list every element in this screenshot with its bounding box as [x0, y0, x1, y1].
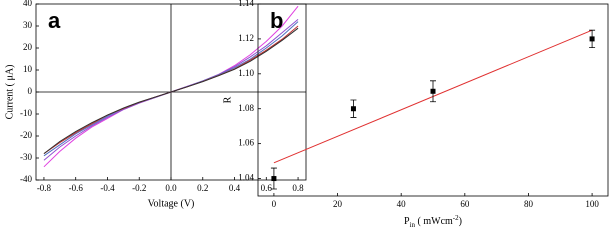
- x-tick-label: 0.8: [292, 183, 304, 193]
- panel-label: b: [270, 8, 283, 33]
- x-axis-title: Voltage (V): [148, 198, 195, 209]
- x-axis-title-part: -2: [453, 214, 459, 222]
- x-tick-label: -0.4: [100, 183, 115, 193]
- y-tick-label: 1.08: [238, 103, 254, 113]
- x-tick-label: 0.2: [197, 183, 208, 193]
- x-tick-label: 20: [333, 199, 343, 209]
- y-tick-label: -30: [20, 152, 32, 162]
- x-tick-label: 0.4: [229, 183, 241, 193]
- x-tick-label: -0.8: [37, 183, 52, 193]
- y-tick-label: 1.12: [238, 33, 254, 43]
- y-tick-label: 1.06: [238, 138, 254, 148]
- y-axis-title: R: [222, 96, 233, 103]
- plot-frame: [257, 3, 609, 197]
- panel-label: a: [48, 8, 61, 33]
- data-point: [430, 88, 436, 94]
- data-point: [271, 176, 277, 182]
- x-tick-label: 0.6: [261, 183, 273, 193]
- y-tick-label: 20: [23, 42, 33, 52]
- x-tick-label: 40: [397, 199, 407, 209]
- y-tick-label: 30: [23, 20, 33, 30]
- x-tick-label: -0.6: [69, 183, 84, 193]
- x-axis-title-part: in: [410, 221, 416, 229]
- x-axis-title-part: ( mWcm: [415, 216, 453, 227]
- x-axis-title: Pin ( mWcm-2): [404, 214, 462, 229]
- x-axis-title-part: P: [404, 216, 410, 227]
- x-tick-label: 0.0: [165, 183, 177, 193]
- x-tick-label: 0: [272, 199, 277, 209]
- y-tick-label: -10: [20, 108, 32, 118]
- x-tick-label: 80: [524, 199, 534, 209]
- y-tick-label: 1.04: [238, 173, 254, 183]
- data-point: [589, 36, 595, 42]
- y-tick-label: -20: [20, 130, 32, 140]
- y-tick-label: 0: [28, 86, 33, 96]
- figure: a -0.8 -0.6 -0.4 -0.2 0.0 0.2 0.4 0.6 0.8 -40 -30 -2…: [4, 0, 609, 229]
- y-tick-label: 40: [23, 0, 33, 8]
- y-tick-label: 10: [23, 64, 33, 74]
- x-tick-label: 60: [460, 199, 470, 209]
- x-axis-title-part: ): [459, 216, 462, 227]
- y-axis-title: Current ( μA): [4, 65, 15, 120]
- data-point: [350, 106, 356, 112]
- y-tick-label: 1.14: [238, 0, 254, 8]
- x-tick-label: 100: [585, 199, 599, 209]
- y-tick-label: -40: [20, 174, 32, 184]
- y-tick-label: 1.10: [238, 68, 254, 78]
- data-line: [43, 27, 299, 154]
- x-tick-label: -0.2: [132, 183, 146, 193]
